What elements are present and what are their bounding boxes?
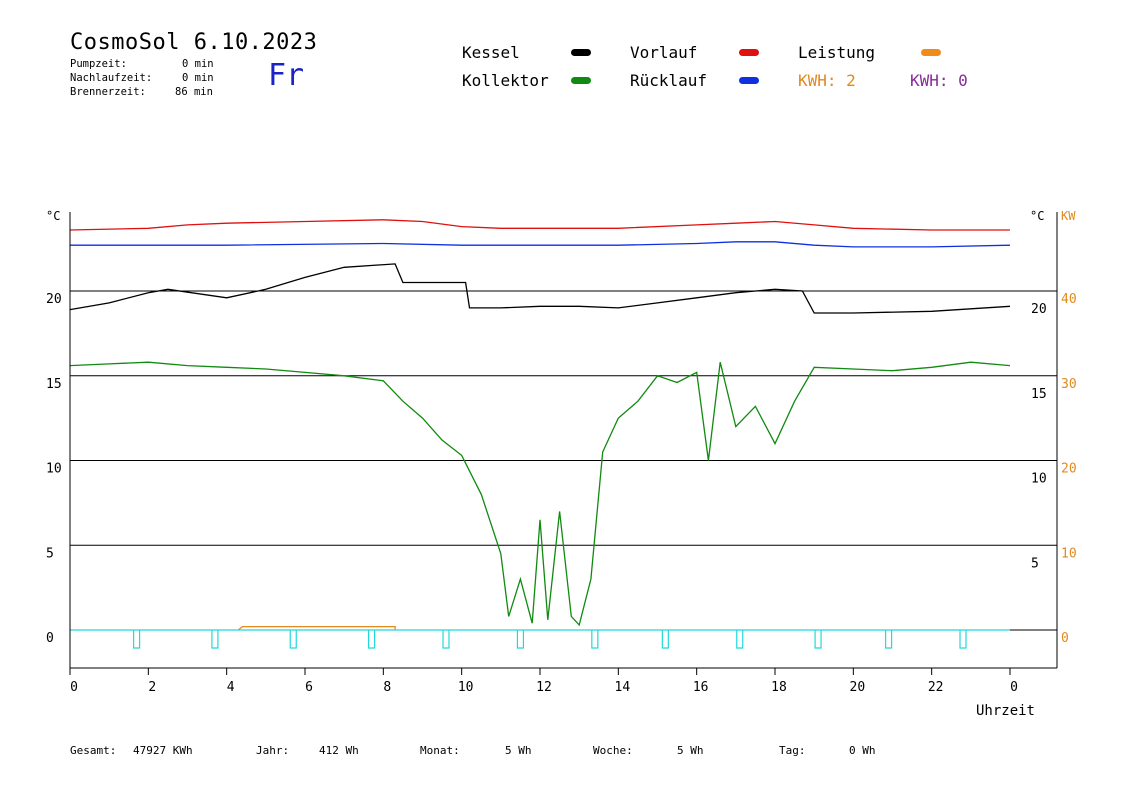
y-mid-unit: °C	[1030, 209, 1044, 223]
y-left-tick-label: 0	[46, 631, 54, 646]
footer-label-gesamt: Gesamt:	[70, 744, 117, 757]
pump-pulse	[289, 630, 297, 649]
stat-label-pumpzeit: Pumpzeit:	[70, 58, 127, 70]
pump-pulse	[736, 630, 744, 649]
pump-pulse	[442, 630, 450, 649]
stat-value-brennerzeit: 86 min	[175, 86, 213, 98]
x-tick-label: 0	[1010, 680, 1018, 695]
x-tick-label: 22	[928, 680, 944, 695]
legend-swatch-kollektor	[571, 77, 591, 84]
footer-label-tag: Tag:	[779, 744, 806, 757]
legend-swatch-vorlauf	[739, 49, 759, 56]
pump-pulse	[132, 630, 141, 649]
footer-value-woche: 5 Wh	[677, 744, 704, 757]
x-tick-label: 12	[536, 680, 552, 695]
pump-pulse	[211, 630, 219, 649]
y-right-unit: KW	[1061, 209, 1076, 223]
stat-label-nachlaufzeit: Nachlaufzeit:	[70, 72, 153, 84]
pump-pulse	[516, 630, 525, 649]
pump-pulse	[884, 630, 893, 649]
footer-label-woche: Woche:	[593, 744, 633, 757]
pump-pulse	[367, 630, 376, 649]
x-tick-label: 2	[148, 680, 156, 695]
y-mid-tick-label: 5	[1031, 556, 1039, 571]
footer-value-jahr: 412 Wh	[319, 744, 359, 757]
stat-value-pumpzeit: 0 min	[182, 58, 214, 70]
x-tick-label: 8	[383, 680, 391, 695]
series-line-vorlauf	[69, 219, 1010, 231]
footer-label-monat: Monat:	[420, 744, 460, 757]
y-left-unit: °C	[46, 209, 60, 223]
x-axis-label: Uhrzeit	[976, 703, 1035, 719]
pump-pulse	[959, 630, 967, 649]
legend-label-kollektor: Kollektor	[462, 71, 549, 90]
x-tick-label: 20	[850, 680, 866, 695]
y-left-tick-label: 20	[46, 292, 62, 307]
x-tick-label: 0	[70, 680, 78, 695]
legend-swatch-leistung	[921, 49, 941, 56]
x-tick-label: 18	[771, 680, 787, 695]
series-line-kollektor	[69, 361, 1011, 627]
legend-label-ruecklauf: Rücklauf	[630, 71, 708, 90]
pump-pulse	[661, 630, 669, 649]
footer-value-tag: 0 Wh	[849, 744, 876, 757]
pump-pulse	[591, 630, 599, 649]
x-tick-label: 16	[693, 680, 709, 695]
legend-swatch-ruecklauf	[739, 77, 759, 84]
y-right-tick-label: 10	[1061, 546, 1077, 561]
series-line-leistung	[237, 625, 396, 631]
series-line-rcklauf	[70, 241, 1011, 248]
weekday-label: Fr	[268, 58, 305, 93]
footer-value-monat: 5 Wh	[505, 744, 532, 757]
legend-swatch-kessel	[571, 49, 591, 56]
x-tick-label: 14	[615, 680, 631, 695]
y-mid-tick-label: 20	[1031, 302, 1047, 317]
legend-label-vorlauf: Vorlauf	[630, 43, 698, 62]
kwh-value-purple: KWH: 0	[910, 71, 968, 90]
y-left-tick-label: 10	[46, 462, 62, 477]
pump-pulse	[814, 630, 822, 649]
footer-label-jahr: Jahr:	[256, 744, 290, 757]
x-tick-label: 4	[227, 680, 235, 695]
series-line-kessel	[69, 263, 1011, 314]
stat-label-brennerzeit: Brennerzeit:	[70, 86, 146, 98]
y-mid-tick-label: 10	[1031, 472, 1047, 487]
y-right-tick-label: 20	[1061, 462, 1077, 477]
stat-value-nachlaufzeit: 0 min	[182, 72, 214, 84]
kwh-value-orange: KWH: 2	[798, 71, 856, 90]
y-right-tick-label: 0	[1061, 631, 1069, 646]
x-tick-label: 6	[305, 680, 313, 695]
chart-title: CosmoSol 6.10.2023	[70, 30, 318, 55]
y-right-tick-label: 40	[1061, 292, 1077, 307]
y-mid-tick-label: 15	[1031, 387, 1047, 402]
y-right-tick-label: 30	[1061, 377, 1077, 392]
legend-label-leistung: Leistung	[798, 43, 876, 62]
y-left-tick-label: 15	[46, 377, 62, 392]
legend-label-kessel: Kessel	[462, 43, 520, 62]
x-tick-label: 10	[458, 680, 474, 695]
y-left-tick-label: 5	[46, 546, 54, 561]
footer-value-gesamt: 47927 KWh	[133, 744, 193, 757]
